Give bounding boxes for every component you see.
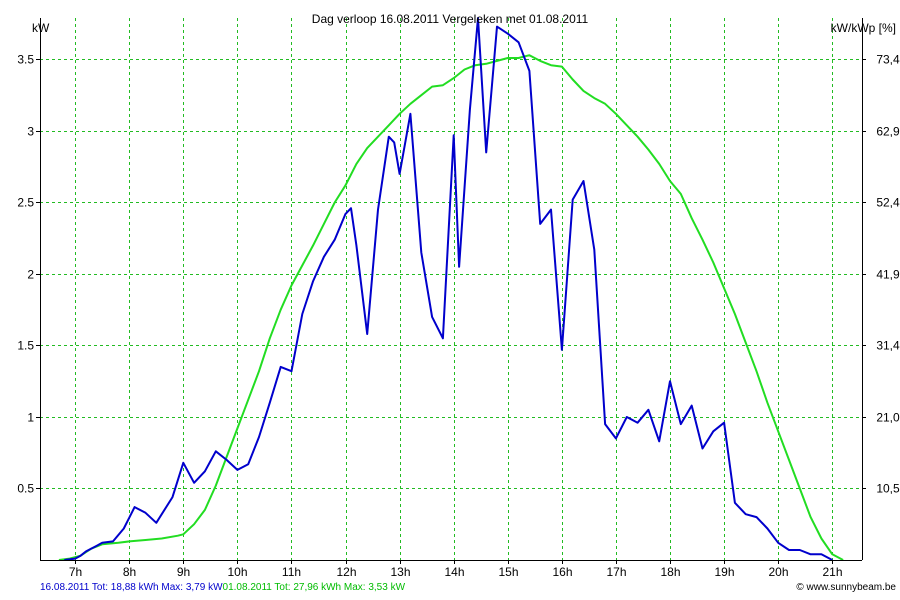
y-axis-label-left: kW — [32, 21, 50, 35]
y-tick-label-right: 52,4 — [876, 196, 900, 210]
series-line-01-08-2011 — [58, 54, 844, 561]
footer-legend: 16.08.2011 Tot: 18,88 kWh Max: 3,79 kW01… — [40, 582, 405, 593]
x-tick-label: 19h — [714, 565, 734, 579]
legend-series-16-08: 16.08.2011 Tot: 18,88 kWh Max: 3,79 kW — [40, 582, 223, 593]
y-tick-label-left: 0.5 — [17, 482, 34, 496]
x-tick-label: 8h — [123, 565, 136, 579]
x-tick-label: 12h — [336, 565, 356, 579]
y-tick-label-left: 2.5 — [17, 196, 34, 210]
x-tick-label: 21h — [822, 565, 842, 579]
y-tick-label-left: 1 — [27, 411, 34, 425]
x-tick-label: 13h — [390, 565, 410, 579]
x-tick-label: 11h — [282, 565, 301, 579]
y-tick-label-left: 1.5 — [17, 339, 34, 353]
y-tick-label-right: 41,9 — [876, 268, 900, 282]
x-tick-label: 20h — [768, 565, 788, 579]
x-tick-label: 14h — [444, 565, 464, 579]
y-tick-label-right: 21,0 — [876, 411, 900, 425]
x-tick-label: 9h — [177, 565, 190, 579]
x-tick-label: 10h — [227, 565, 247, 579]
y-tick-label-right: 31,4 — [876, 339, 900, 353]
y-tick-label-right: 73,4 — [876, 53, 900, 67]
y-tick-label-left: 3 — [27, 125, 34, 139]
x-tick-label: 18h — [660, 565, 680, 579]
credit-text: © www.sunnybeam.be — [796, 582, 896, 593]
y-tick-label-right: 62,9 — [876, 125, 900, 139]
ticks: 7h 8h 9h 10h 11h 12h 13h 14h 15h 16h 17h 18h 19h 20h 2… — [17, 53, 900, 580]
series-line-16-08-2011 — [64, 17, 833, 561]
x-tick-label: 15h — [498, 565, 518, 579]
legend-series-01-08: 01.08.2011 Tot: 27,96 kWh Max: 3,53 kW — [222, 582, 406, 593]
y-tick-label-left: 3.5 — [17, 53, 34, 67]
y-axis-label-right: kW/kWp [%] — [831, 21, 896, 35]
y-tick-label-right: 10,5 — [876, 482, 900, 496]
series-layer — [58, 17, 844, 561]
y-tick-label-left: 2 — [27, 268, 34, 282]
x-tick-label: 17h — [606, 565, 626, 579]
x-tick-label: 16h — [552, 565, 572, 579]
chart-title: Dag verloop 16.08.2011 Vergeleken met 01… — [312, 12, 589, 26]
x-tick-label: 7h — [69, 565, 82, 579]
